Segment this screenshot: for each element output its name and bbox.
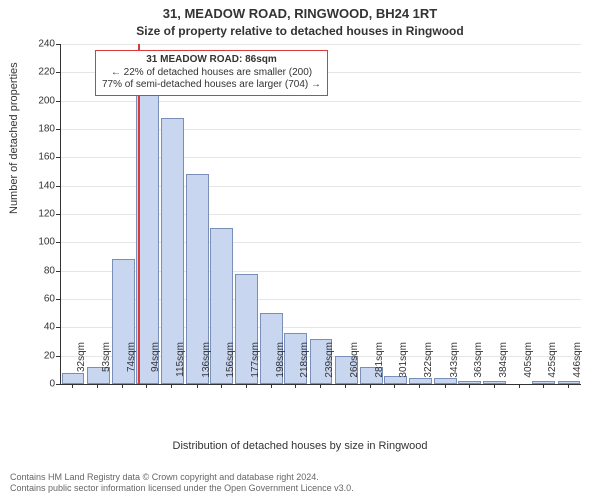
x-tick [469,384,470,388]
x-tick-label: 322sqm [423,342,434,392]
x-tick-label: 260sqm [349,342,360,392]
x-tick [246,384,247,388]
chart-title-line1: 31, MEADOW ROAD, RINGWOOD, BH24 1RT [0,6,600,21]
y-tick-label: 180 [15,124,55,135]
x-tick-label: 363sqm [473,342,484,392]
y-tick-label: 40 [15,322,55,333]
info-line-2: ← 22% of detached houses are smaller (20… [102,67,321,80]
plot-area: 31 MEADOW ROAD: 86sqm ← 22% of detached … [60,44,581,385]
x-tick-label: 115sqm [175,342,186,392]
footer-attribution: Contains HM Land Registry data © Crown c… [10,472,354,494]
x-tick-label: 177sqm [250,342,261,392]
x-tick [519,384,520,388]
y-axis-title: Number of detached properties [8,62,20,214]
y-tick-label: 80 [15,265,55,276]
x-tick-label: 136sqm [201,342,212,392]
y-tick [56,157,60,158]
y-tick [56,129,60,130]
x-tick [295,384,296,388]
x-tick-label: 425sqm [547,342,558,392]
x-axis-title: Distribution of detached houses by size … [0,440,600,452]
x-tick [494,384,495,388]
x-tick-label: 281sqm [374,342,385,392]
x-tick [445,384,446,388]
y-tick-label: 160 [15,152,55,163]
x-tick-label: 343sqm [449,342,460,392]
x-tick [345,384,346,388]
x-tick [543,384,544,388]
x-tick [221,384,222,388]
y-tick [56,44,60,45]
y-tick [56,101,60,102]
y-tick [56,242,60,243]
y-tick [56,384,60,385]
info-line-3: 77% of semi-detached houses are larger (… [102,79,321,92]
chart-container: 31, MEADOW ROAD, RINGWOOD, BH24 1RT Size… [0,0,600,500]
y-tick [56,271,60,272]
x-tick-label: 198sqm [275,342,286,392]
y-tick-label: 220 [15,67,55,78]
x-tick-label: 405sqm [523,342,534,392]
y-tick [56,72,60,73]
chart-title-line2: Size of property relative to detached ho… [0,24,600,38]
x-tick-label: 446sqm [572,342,583,392]
x-tick [197,384,198,388]
x-tick [370,384,371,388]
x-tick [171,384,172,388]
y-tick [56,356,60,357]
x-tick-label: 32sqm [76,342,87,392]
y-tick-label: 240 [15,39,55,50]
info-line-1: 31 MEADOW ROAD: 86sqm [102,54,321,67]
x-tick-label: 301sqm [398,342,409,392]
y-tick-label: 200 [15,95,55,106]
x-tick-label: 53sqm [101,342,112,392]
x-tick-label: 94sqm [150,342,161,392]
x-tick-label: 239sqm [324,342,335,392]
x-tick [72,384,73,388]
y-tick-label: 0 [15,379,55,390]
x-tick-label: 156sqm [225,342,236,392]
y-tick-label: 140 [15,180,55,191]
x-tick [394,384,395,388]
y-tick [56,327,60,328]
x-tick [320,384,321,388]
x-tick-label: 218sqm [299,342,310,392]
x-tick [146,384,147,388]
y-tick-label: 120 [15,209,55,220]
y-tick-label: 20 [15,350,55,361]
x-tick-label: 74sqm [126,342,137,392]
marker-info-box: 31 MEADOW ROAD: 86sqm ← 22% of detached … [95,50,328,96]
x-tick [97,384,98,388]
y-tick [56,299,60,300]
x-tick [568,384,569,388]
x-tick [122,384,123,388]
y-tick-label: 60 [15,294,55,305]
y-tick [56,186,60,187]
footer-line-2: Contains public sector information licen… [10,483,354,494]
y-tick [56,214,60,215]
x-tick [419,384,420,388]
x-tick-label: 384sqm [498,342,509,392]
x-tick [271,384,272,388]
footer-line-1: Contains HM Land Registry data © Crown c… [10,472,354,483]
y-tick-label: 100 [15,237,55,248]
